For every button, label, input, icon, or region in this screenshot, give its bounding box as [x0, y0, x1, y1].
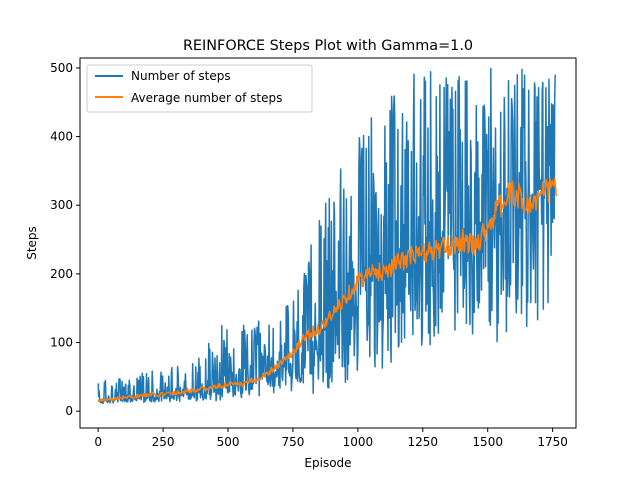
y-tick-label: 100	[50, 336, 73, 350]
x-tick-label: 0	[94, 435, 102, 449]
x-tick-label: 750	[281, 435, 304, 449]
series-layer	[97, 67, 558, 405]
x-axis-label: Episode	[304, 456, 351, 470]
plot-area	[97, 67, 558, 405]
x-tick-label: 1250	[408, 435, 439, 449]
chart-title: REINFORCE Steps Plot with Gamma=1.0	[183, 38, 473, 54]
legend-label-average: Average number of steps	[131, 91, 282, 105]
x-tick-label: 250	[152, 435, 175, 449]
x-tick-label: 1750	[537, 435, 568, 449]
x-tick-label: 1000	[343, 435, 374, 449]
series-line-average	[97, 177, 558, 403]
y-axis-label: Steps	[25, 226, 39, 260]
y-tick-label: 200	[50, 267, 73, 281]
x-axis: 0 250 500 750 1000 1250 1500 1750	[94, 428, 568, 449]
y-tick-label: 500	[50, 61, 73, 75]
series-line-steps	[97, 67, 556, 405]
legend-box	[86, 64, 313, 113]
y-tick-label: 0	[65, 404, 73, 418]
y-axis: 0 100 200 300 400 500	[50, 61, 80, 418]
axes-frame	[79, 57, 577, 429]
y-tick-label: 300	[50, 198, 73, 212]
x-tick-label: 1500	[472, 435, 503, 449]
x-tick-label: 500	[217, 435, 240, 449]
legend: Number of steps Average number of steps	[86, 64, 313, 113]
y-tick-label: 400	[50, 130, 73, 144]
legend-label-steps: Number of steps	[131, 69, 231, 83]
